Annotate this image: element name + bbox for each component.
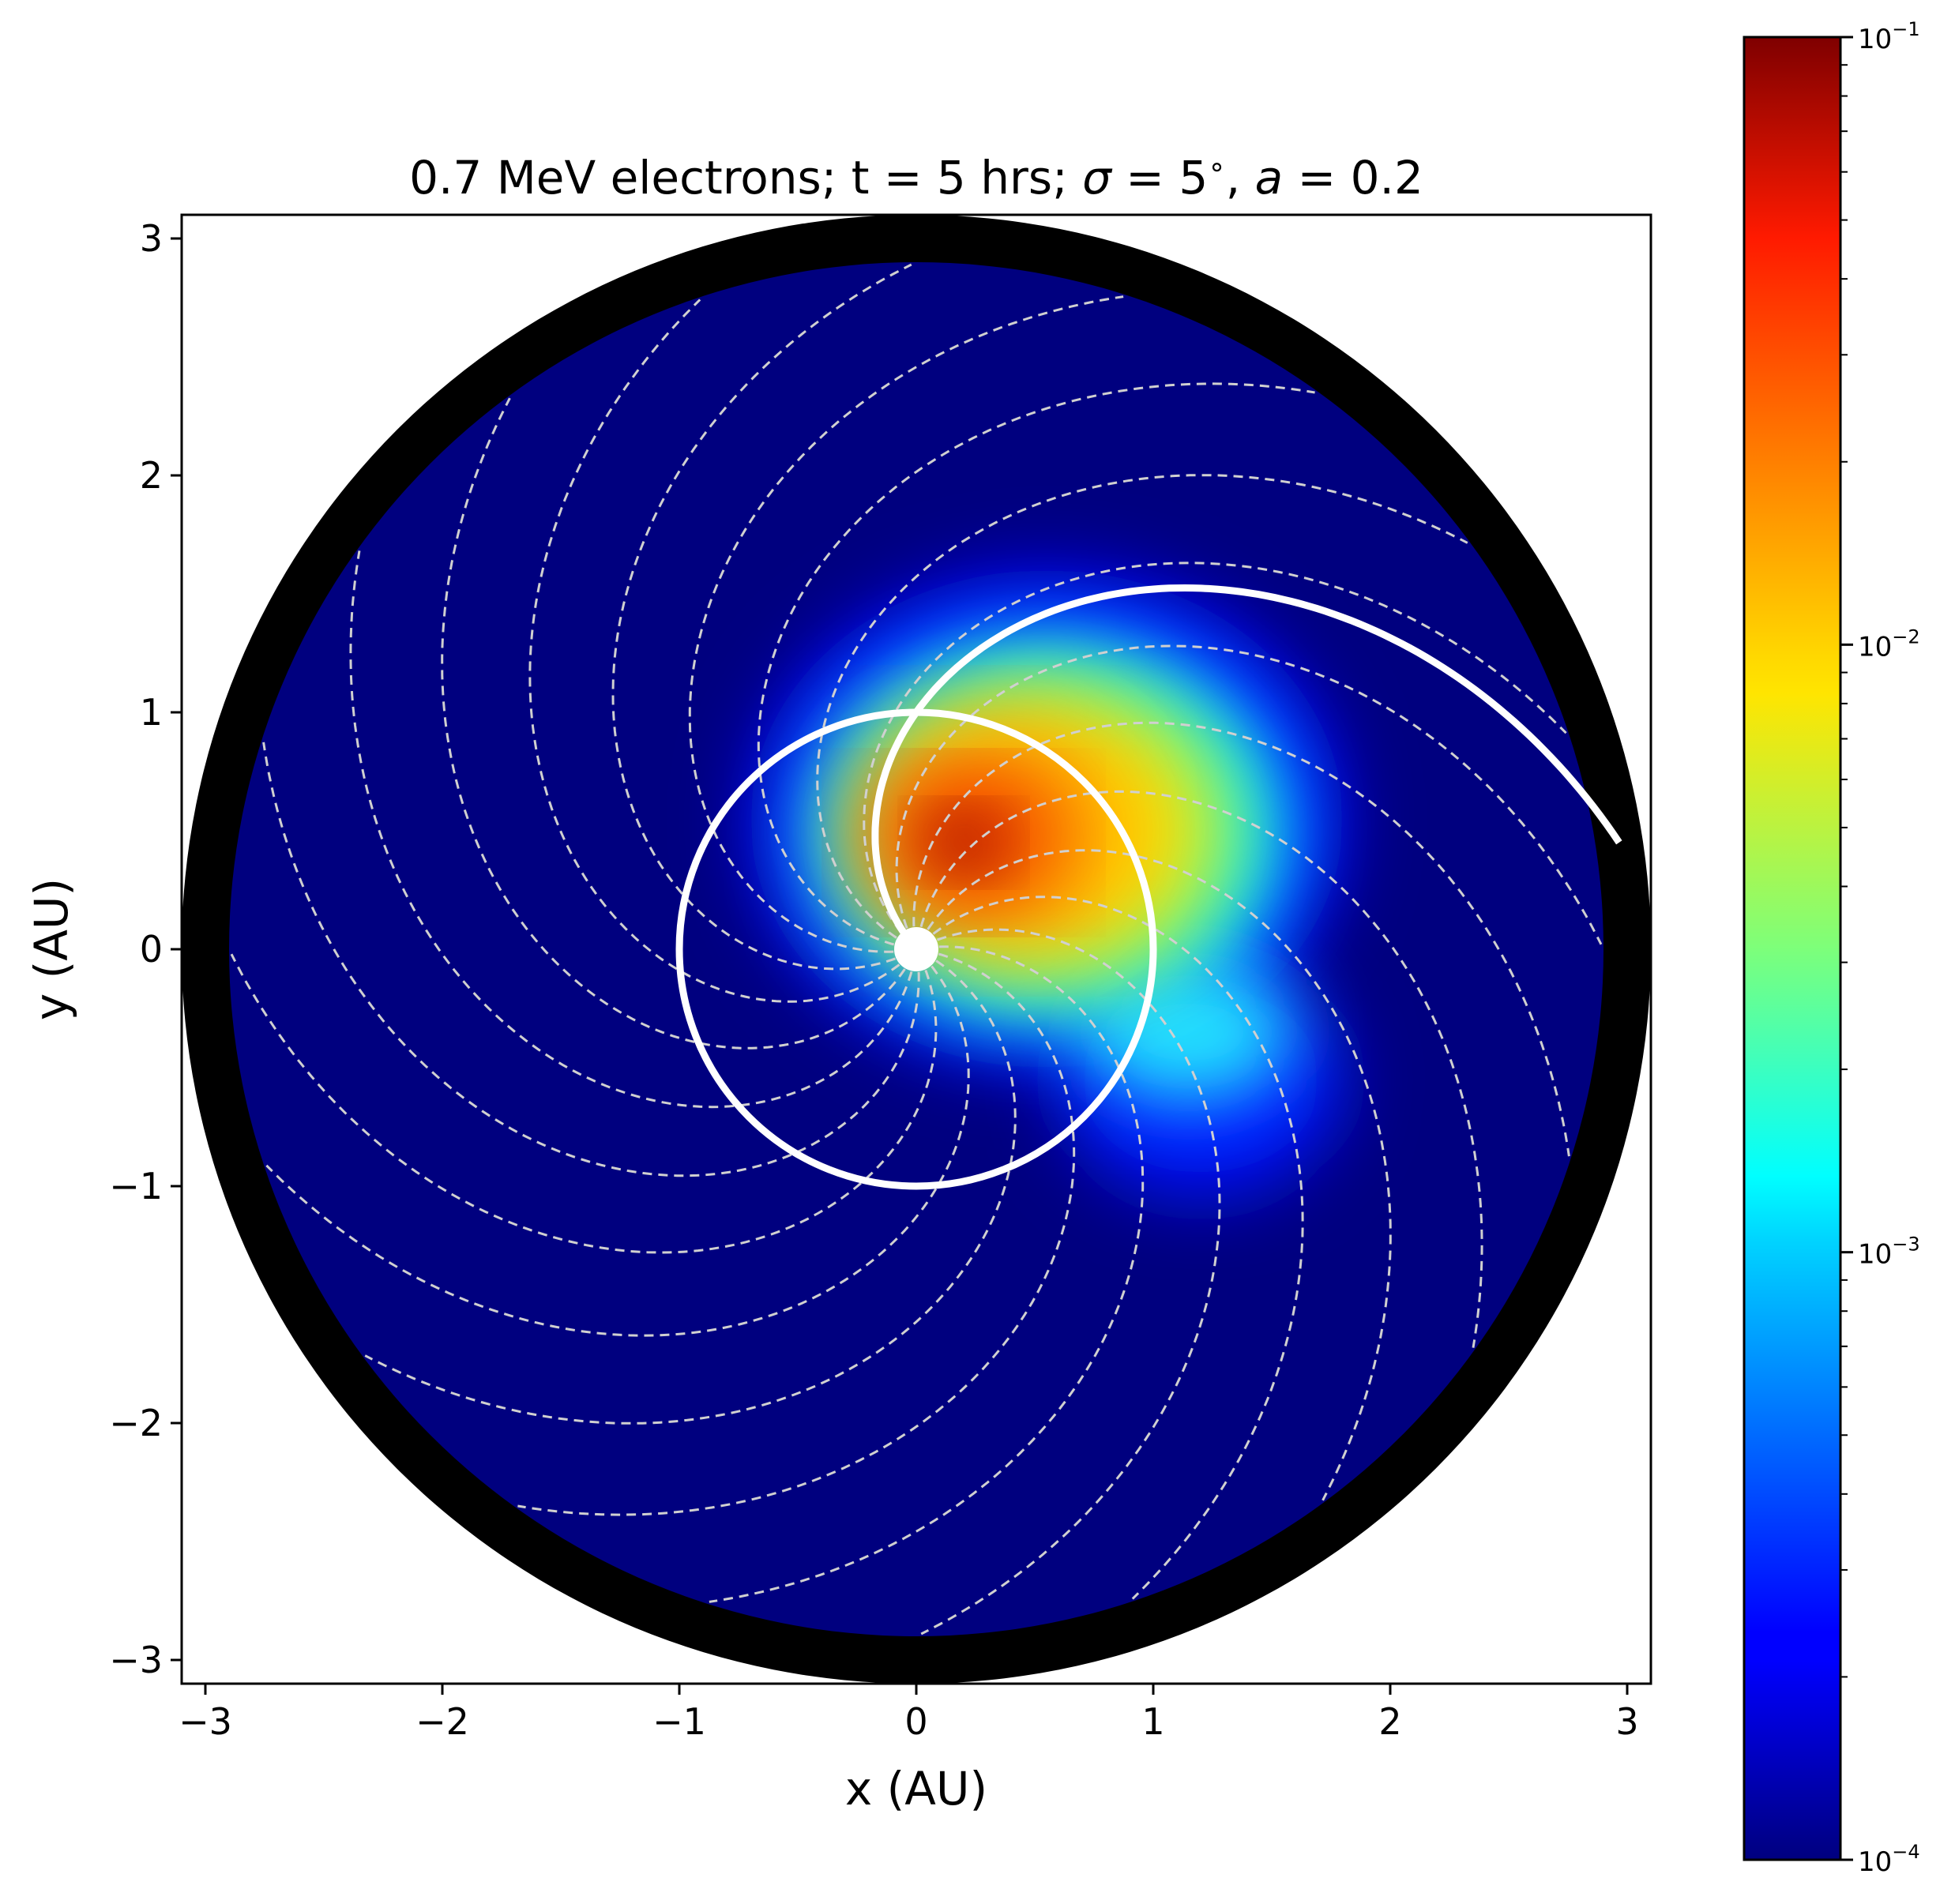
field-line xyxy=(920,896,1304,1600)
y-tick-label: 2 xyxy=(140,454,163,497)
field-line xyxy=(920,928,1221,1635)
y-tick-label: −2 xyxy=(109,1402,163,1444)
x-tick-label: −3 xyxy=(179,1700,232,1743)
field-line xyxy=(611,263,912,971)
field-line xyxy=(688,295,1124,953)
x-tick-label: 0 xyxy=(904,1700,927,1743)
field-line xyxy=(709,945,1145,1603)
colorbar-ticks: 10−1 10−2 10−3 10−4 xyxy=(1840,18,1920,1878)
y-axis-ticks: −3 −2 −1 0 1 2 3 xyxy=(109,217,182,1681)
x-axis-ticks: −3 −2 −1 0 1 2 3 xyxy=(179,1684,1639,1743)
colorbar-tick-label: 10−1 xyxy=(1858,18,1920,55)
field-line xyxy=(230,953,938,1254)
x-tick-label: 2 xyxy=(1378,1700,1401,1743)
x-tick-label: 1 xyxy=(1141,1700,1164,1743)
chart-title: 0.7 MeV electrons; t = 5 hrs; σ = 5∘, a … xyxy=(409,151,1423,205)
field-line xyxy=(441,397,915,1050)
x-axis-label: x (AU) xyxy=(845,1762,987,1816)
field-lines xyxy=(230,263,1603,1635)
heat-peak xyxy=(931,819,997,866)
parker-spiral-line xyxy=(871,584,1622,948)
x-tick-label: 3 xyxy=(1615,1700,1638,1743)
colorbar-gradient xyxy=(1743,36,1842,1861)
field-line xyxy=(517,948,1076,1516)
y-tick-label: −1 xyxy=(109,1165,163,1207)
field-line xyxy=(262,742,920,1177)
y-tick-label: 1 xyxy=(140,691,163,734)
colorbar-tick-label: 10−4 xyxy=(1858,1841,1920,1878)
colorbar: 10−1 10−2 10−3 10−4 xyxy=(1743,18,1920,1878)
field-line xyxy=(757,382,1315,950)
x-tick-label: −1 xyxy=(652,1700,706,1743)
field-line xyxy=(863,561,1567,945)
field-line xyxy=(915,790,1483,1348)
plot-area xyxy=(182,215,1651,1684)
field-line xyxy=(265,953,970,1337)
heat-tail-cyan xyxy=(1082,961,1295,1103)
colorbar-tick-label: 10−2 xyxy=(1858,625,1920,663)
x-tick-label: −2 xyxy=(415,1700,469,1743)
field-line xyxy=(528,299,912,1003)
field-line xyxy=(912,721,1570,1157)
colorbar-tick-label: 10−3 xyxy=(1858,1234,1920,1271)
field-line xyxy=(895,644,1603,945)
field-line xyxy=(816,474,1468,948)
y-tick-label: 3 xyxy=(140,217,163,260)
y-tick-label: −3 xyxy=(109,1639,163,1681)
y-tick-label: 0 xyxy=(140,928,163,971)
field-line xyxy=(918,849,1392,1501)
field-line xyxy=(349,550,917,1109)
y-axis-label: y (AU) xyxy=(24,878,78,1020)
field-line xyxy=(364,951,1017,1425)
heatmap xyxy=(750,570,1343,1198)
